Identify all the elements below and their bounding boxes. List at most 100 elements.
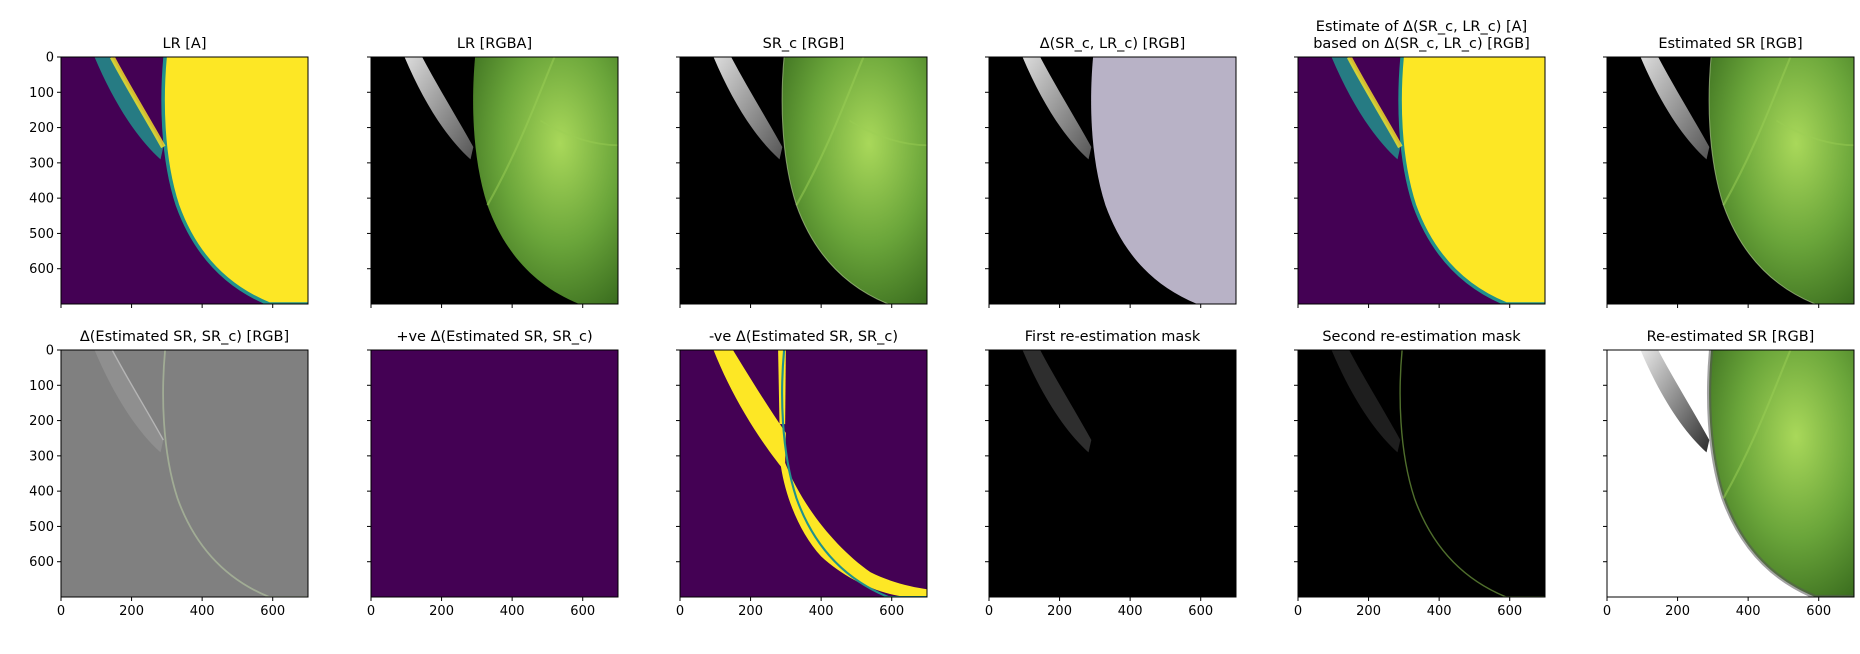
negative-mask-band [713, 350, 927, 597]
leaf-vein [1722, 57, 1792, 206]
background-region [1298, 350, 1545, 597]
panel-3: SR_c [RGB] [676, 36, 928, 308]
panel-frame [60, 349, 309, 598]
second-mask-stem-region [1331, 350, 1401, 453]
panel-6: Estimated SR [RGB] [1603, 36, 1855, 308]
panel-title: Estimate of Δ(SR_c, LR_c) [A] [1316, 19, 1527, 35]
panel-image [61, 57, 309, 305]
x-tick-label: 600 [260, 604, 285, 619]
panel-image [1298, 57, 1546, 305]
y-tick-label: 0 [46, 344, 54, 359]
background-region [371, 350, 618, 597]
panel-image [680, 57, 928, 305]
panel-5: Estimate of Δ(SR_c, LR_c) [A]based on Δ(… [1294, 19, 1546, 308]
panel-9: -ve Δ(Estimated SR, SR_c) 0 200 400 600 [676, 329, 928, 619]
x-tick-label: 600 [1497, 604, 1522, 619]
leaf-vein [539, 119, 619, 147]
leaf-diff-region [1091, 57, 1237, 305]
panel-2: LR [RGBA] [367, 36, 619, 308]
x-tick-label: 200 [429, 604, 454, 619]
x-tick-label: 600 [570, 604, 595, 619]
x-tick-label: 200 [1047, 604, 1072, 619]
panel-frame [370, 56, 619, 305]
panel-frame [1297, 56, 1546, 305]
x-tick-label: 200 [119, 604, 144, 619]
panels-layer: LR [A] 0 100 200 300 400 500 600 LR [RGBA] SR_c [… [29, 19, 1855, 619]
leaf-region [782, 57, 928, 305]
panel-title: Re-estimated SR [RGB] [1647, 329, 1815, 345]
panel-title: LR [RGBA] [457, 36, 532, 52]
panel-frame [1606, 349, 1855, 598]
stem-region [1640, 57, 1710, 160]
stem-alpha-region [1331, 57, 1401, 160]
y-tick-label: 100 [29, 86, 54, 101]
y-tick-label: 500 [29, 520, 54, 535]
alpha-edge-transition [1398, 57, 1546, 305]
panel-title: SR_c [RGB] [763, 36, 845, 52]
x-tick-label: 200 [1665, 604, 1690, 619]
x-tick-label: 400 [1118, 604, 1143, 619]
stem-alpha-highlight [1346, 57, 1403, 149]
x-tick-label: 400 [1736, 604, 1761, 619]
panel-frame [679, 349, 928, 598]
panel-image [1607, 57, 1855, 305]
panel-12: Re-estimated SR [RGB] 0 200 400 600 [1603, 329, 1855, 619]
leaf-vein [1775, 119, 1855, 147]
background-region [680, 350, 927, 597]
panel-frame [679, 56, 928, 305]
panel-frame [1606, 56, 1855, 305]
x-tick-label: 0 [676, 604, 684, 619]
first-mask-region [1022, 350, 1092, 453]
leaf-alpha-region [1400, 57, 1546, 305]
alpha-edge-transition [161, 57, 309, 305]
y-tick-label: 400 [29, 485, 54, 500]
y-tick-label: 300 [29, 156, 54, 171]
x-tick-label: 0 [985, 604, 993, 619]
background-region [989, 350, 1236, 597]
stem-region [713, 57, 783, 160]
x-tick-label: 0 [57, 604, 65, 619]
panel-title: +ve Δ(Estimated SR, SR_c) [396, 329, 592, 345]
leaf-region [1709, 350, 1854, 597]
panel-title: based on Δ(SR_c, LR_c) [RGB] [1313, 36, 1530, 52]
panel-title: Second re-estimation mask [1322, 329, 1521, 345]
x-tick-label: 600 [1188, 604, 1213, 619]
background-region [61, 350, 309, 597]
y-tick-label: 400 [29, 192, 54, 207]
leaf-alpha-region [163, 57, 309, 305]
x-tick-label: 0 [1294, 604, 1302, 619]
x-tick-label: 400 [500, 604, 525, 619]
panel-image [1298, 350, 1546, 598]
panel-image [1607, 350, 1855, 598]
stem-alpha-region [94, 57, 164, 160]
y-tick-label: 100 [29, 379, 54, 394]
y-tick-label: 200 [29, 414, 54, 429]
negative-mask-inner-line [781, 350, 928, 598]
panel-image [680, 350, 928, 598]
stem-region [1640, 350, 1710, 453]
stem-diff-region [94, 350, 164, 453]
panel-title: Estimated SR [RGB] [1658, 36, 1802, 52]
leaf-vein [1722, 350, 1792, 499]
panel-frame [370, 349, 619, 598]
leaf-vein [848, 119, 928, 147]
x-tick-label: 400 [809, 604, 834, 619]
panel-image [989, 57, 1237, 305]
stem-region [404, 57, 474, 160]
y-tick-label: 200 [29, 121, 54, 136]
leaf-edge-highlight [1708, 57, 1855, 305]
y-tick-label: 500 [29, 227, 54, 242]
x-tick-label: 600 [1806, 604, 1831, 619]
panel-image [989, 350, 1236, 597]
y-tick-label: 600 [29, 555, 54, 570]
x-tick-label: 200 [1356, 604, 1381, 619]
panel-title: Δ(SR_c, LR_c) [RGB] [1040, 36, 1186, 52]
panel-title: First re-estimation mask [1025, 329, 1201, 345]
x-tick-label: 0 [1603, 604, 1611, 619]
panel-frame [1297, 349, 1546, 598]
panel-image [371, 57, 619, 305]
panel-frame [988, 349, 1237, 598]
x-tick-label: 0 [367, 604, 375, 619]
stem-region [1022, 57, 1092, 160]
